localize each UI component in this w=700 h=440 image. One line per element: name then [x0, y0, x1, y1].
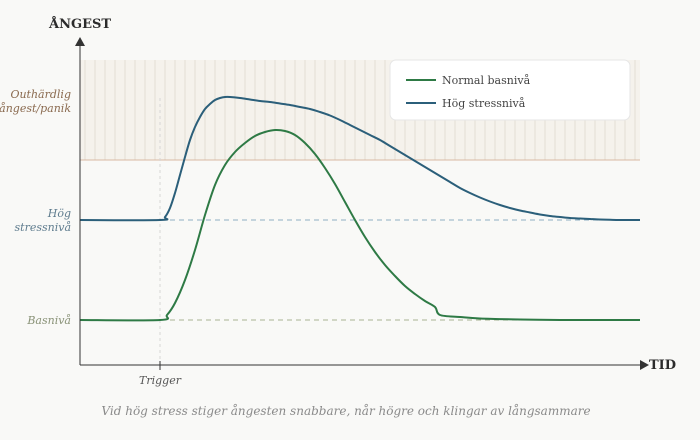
y-axis-title: ÅNGEST — [48, 16, 111, 32]
chart-caption: Vid hög stress stiger ångesten snabbare,… — [101, 403, 590, 418]
reference-levels — [80, 159, 640, 321]
level-labels: Outhärdlig ångest/panik Hög stressnivå Basni… — [0, 88, 71, 327]
trigger-label: Trigger — [139, 374, 182, 387]
x-axis-title: TID — [649, 358, 676, 373]
y-axis-arrow — [75, 37, 85, 46]
legend-label-high-stress: Hög stressnivå — [442, 97, 526, 110]
legend-box — [389, 59, 631, 121]
axes — [75, 37, 649, 370]
legend-label-normal: Normal basnivå — [442, 74, 531, 87]
series-line-1 — [79, 95, 641, 222]
level-label-bas: Basnivå — [26, 314, 71, 327]
level-label-hog: Hög stressnivå — [15, 207, 72, 234]
x-axis-arrow — [640, 360, 649, 370]
series-lines — [79, 95, 641, 322]
level-label-outhardlig: Outhärdlig ångest/panik — [0, 88, 71, 115]
series-line-0 — [79, 128, 640, 322]
legend: Normal basnivå Hög stressnivå — [389, 59, 631, 121]
